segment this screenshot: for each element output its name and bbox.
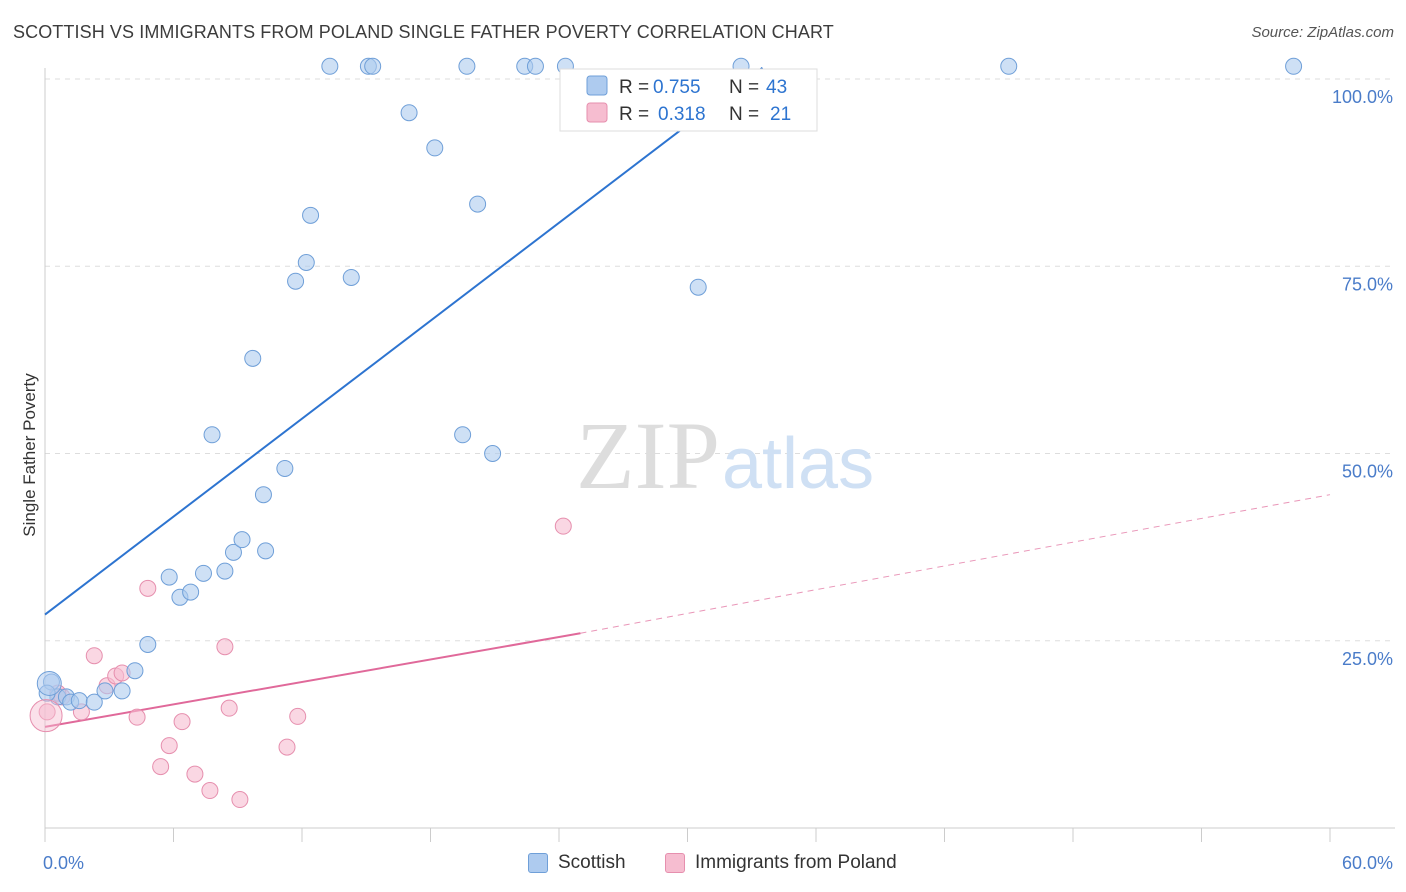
x-tick-label: 0.0% (43, 853, 84, 873)
scottish-point (36, 670, 62, 696)
poland-point (173, 713, 191, 731)
legend-r-label: R = (619, 77, 649, 98)
scottish-point (484, 445, 502, 462)
scottish-point (254, 486, 272, 504)
source-label: Source: ZipAtlas.com (1251, 24, 1394, 41)
correlation-legend: R = 0.755 N = 43 R = 0.318 N = 21 (559, 68, 818, 132)
legend-n-label: N = (729, 77, 759, 98)
scottish-point (297, 254, 315, 272)
scottish-point (70, 692, 88, 710)
legend-label-poland: Immigrants from Poland (695, 852, 897, 873)
watermark-zip: ZIP (576, 402, 720, 509)
scottish-point (426, 139, 444, 157)
poland-point (152, 758, 170, 776)
axes (44, 68, 1395, 842)
y-tick-label: 25.0% (1342, 649, 1393, 669)
scottish-point (287, 272, 305, 290)
scottish-point (1000, 57, 1018, 75)
poland-trend-extension (580, 494, 1331, 634)
poland-point (216, 638, 234, 656)
scottish-point (113, 682, 131, 700)
scottish-point (203, 426, 221, 444)
scottish-point (244, 349, 262, 367)
scottish-point (458, 57, 476, 75)
scottish-point (182, 583, 200, 601)
poland-point (554, 517, 572, 535)
legend-r-value: 0.755 (653, 77, 701, 98)
legend-swatch-poland (665, 853, 685, 873)
y-tick-label: 100.0% (1332, 87, 1393, 107)
poland-point (201, 782, 219, 800)
tick-labels: 25.0% 50.0% 75.0% 100.0% 0.0% 60.0% (43, 87, 1393, 873)
poland-point (289, 707, 307, 725)
scottish-point (257, 542, 275, 560)
scottish-point (689, 278, 707, 296)
legend-swatch-poland (586, 102, 608, 123)
y-tick-label: 75.0% (1342, 274, 1393, 294)
legend-item-scottish[interactable]: Scottish (528, 852, 626, 874)
poland-point (278, 738, 296, 756)
poland-point (231, 791, 249, 809)
legend-r-label: R = (619, 104, 649, 125)
data-points (29, 57, 1303, 809)
scottish-point (85, 693, 103, 711)
trend-lines (44, 66, 1331, 728)
legend-n-value: 21 (770, 104, 791, 125)
scottish-point (342, 268, 360, 286)
poland-point (160, 737, 178, 755)
watermark-atlas: atlas (722, 424, 874, 504)
scottish-point (126, 662, 144, 680)
poland-point (29, 699, 63, 733)
scottish-point (233, 531, 251, 549)
scottish-point (139, 635, 157, 653)
y-tick-label: 50.0% (1342, 462, 1393, 482)
scottish-point (276, 459, 294, 477)
scottish-point (1285, 57, 1303, 75)
legend-n-value: 43 (766, 77, 787, 98)
scottish-point (469, 195, 487, 213)
chart-title: SCOTTISH VS IMMIGRANTS FROM POLAND SINGL… (13, 22, 834, 42)
legend-label-scottish: Scottish (558, 852, 626, 873)
y-axis-label: Single Father Poverty (20, 373, 39, 537)
scottish-point (364, 57, 382, 75)
scottish-point (194, 564, 212, 582)
scottish-point (302, 206, 320, 224)
watermark: ZIP atlas (576, 402, 874, 509)
poland-point (186, 765, 204, 783)
poland-point (139, 579, 157, 597)
scottish-point (321, 57, 339, 75)
scottish-point (216, 562, 234, 580)
poland-point (220, 699, 238, 717)
scottish-point (400, 104, 418, 122)
legend-item-poland[interactable]: Immigrants from Poland (665, 852, 897, 874)
scottish-point (526, 57, 544, 75)
legend-r-value: 0.318 (658, 104, 706, 125)
scottish-trend-line (44, 66, 764, 616)
legend-swatch-scottish (586, 75, 608, 96)
x-tick-label: 60.0% (1342, 853, 1393, 873)
scottish-point (160, 568, 178, 586)
legend-n-label: N = (729, 104, 759, 125)
legend-swatch-scottish (528, 853, 548, 873)
scottish-point (96, 682, 114, 700)
series-legend: Scottish Immigrants from Poland (0, 852, 1406, 878)
poland-point (38, 703, 56, 721)
poland-point (85, 647, 103, 665)
scottish-point (224, 543, 242, 561)
scottish-point (454, 426, 472, 444)
poland-point (128, 708, 146, 726)
